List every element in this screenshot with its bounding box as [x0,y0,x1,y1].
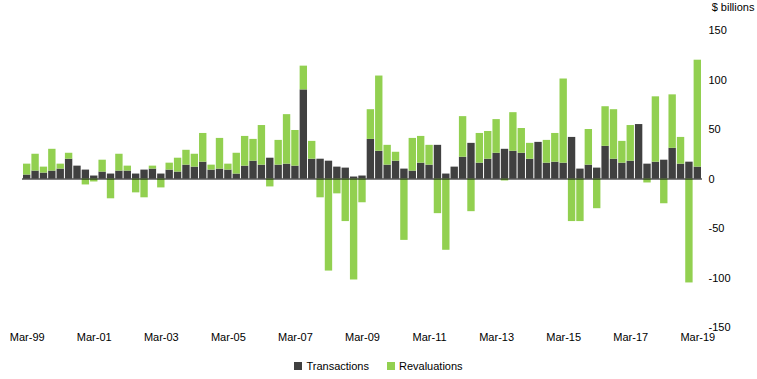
svg-text:Mar-07: Mar-07 [278,331,313,343]
svg-text:-150: -150 [708,321,731,333]
svg-text:Mar-17: Mar-17 [613,331,648,343]
svg-text:$ billions: $ billions [712,1,755,13]
svg-text:150: 150 [709,24,727,36]
svg-text:Mar-09: Mar-09 [345,331,380,343]
svg-text:Mar-19: Mar-19 [680,331,715,343]
svg-text:Mar-11: Mar-11 [413,331,447,343]
svg-text:0: 0 [709,173,715,185]
svg-text:Mar-01: Mar-01 [77,331,112,343]
svg-text:-100: -100 [709,272,731,284]
svg-text:Mar-05: Mar-05 [211,331,246,343]
svg-text:Mar-15: Mar-15 [546,331,581,343]
svg-text:Mar-03: Mar-03 [144,331,179,343]
svg-text:50: 50 [709,123,721,135]
html-text:Transactions: Transactions [306,360,369,372]
html-text:Revaluations: Revaluations [399,360,463,372]
svg-text:Mar-99: Mar-99 [10,331,45,343]
svg-text:Mar-13: Mar-13 [479,331,514,343]
svg-text:100: 100 [709,74,727,86]
svg-text:-50: -50 [709,222,725,234]
